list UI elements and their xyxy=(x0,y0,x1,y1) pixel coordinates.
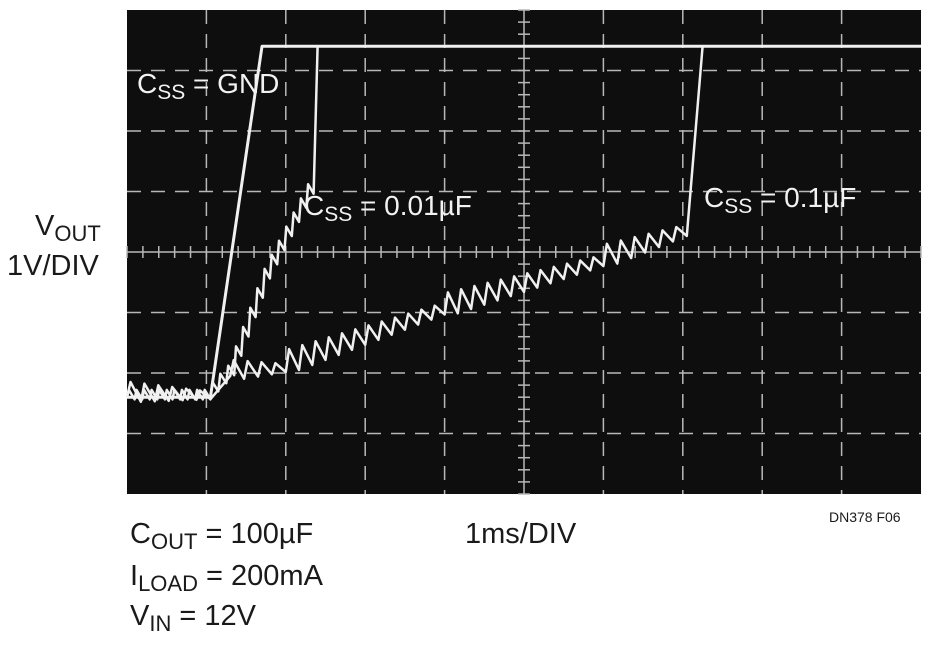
condition-iload: ILOAD = 200mA xyxy=(130,560,323,596)
condition-cout: COUT = 100µF xyxy=(130,518,314,554)
y-axis-label: VOUT xyxy=(35,210,101,246)
graticule xyxy=(126,9,922,495)
series-label-0.01uf: CSS = 0.01µF xyxy=(304,190,472,226)
series-label-gnd: CSS = GND xyxy=(137,68,280,104)
series-label-0.1uf: CSS = 0.1µF xyxy=(704,182,857,218)
traces xyxy=(125,44,921,404)
x-axis-label: 1ms/DIV xyxy=(465,518,577,550)
figure-id: DN378 F06 xyxy=(829,509,901,525)
series-trace-c-ss-0.1-f xyxy=(125,45,921,404)
y-axis-scale: 1V/DIV xyxy=(7,250,99,282)
condition-vin: VIN = 12V xyxy=(130,600,256,636)
series-trace-c-ss-0.01-f xyxy=(125,45,921,401)
